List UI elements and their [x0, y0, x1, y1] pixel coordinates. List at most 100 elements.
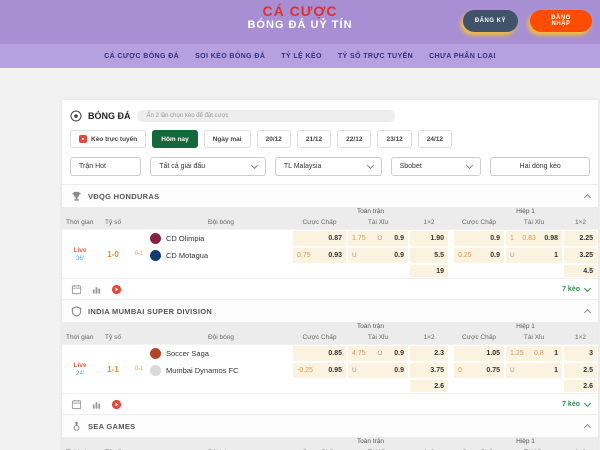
league-header-1[interactable]: INDIA MUMBAI SUPER DIVISION — [62, 299, 598, 322]
overunder-full-cell[interactable]: U 0.9 — [348, 363, 408, 378]
date-tab-1[interactable]: Hôm nay — [152, 130, 198, 148]
odds-token: 19 — [436, 267, 444, 275]
match-row: Live 36' 1-0 0-1 CD Olimpia CD Motagua 0.87 1.7… — [62, 229, 598, 278]
1x2-half-cell[interactable]: 2.25 — [564, 231, 597, 246]
filter-0[interactable]: Trận Hot — [70, 157, 142, 176]
calendar-icon[interactable] — [70, 398, 82, 410]
shield-icon — [70, 305, 82, 317]
logo-line-1: CÁ CƯỢC — [262, 3, 338, 19]
more-odds-label: 7 kèo — [562, 285, 580, 293]
overunder-half-cell[interactable]: 1 0.83 0.98 — [506, 231, 562, 246]
1x2-half-cell[interactable]: 3.25 — [564, 248, 597, 263]
1x2-full-cell[interactable]: 2.3 — [410, 346, 448, 361]
team-logo-icon — [150, 250, 161, 261]
logo-line-2: BÓNG ĐÁ UỶ TÍN — [247, 19, 353, 32]
register-button[interactable]: ĐĂNG KÝ — [462, 10, 518, 32]
medal-icon — [70, 420, 82, 432]
odds-table-head: Toàn trận Hiệp 1 Thời gian Tỷ số Đội bóng Cượ… — [62, 207, 598, 229]
date-tab-0[interactable]: Kèo trực tuyến — [70, 130, 147, 148]
more-odds-link[interactable]: 7 kèo — [562, 399, 592, 408]
handicap-half-cell[interactable]: 0.25 0.9 — [454, 248, 504, 263]
chevron-down-icon — [466, 161, 474, 170]
league-header-2[interactable]: SEA GAMES — [62, 414, 598, 437]
filter-4[interactable]: Hai dòng kèo — [490, 157, 590, 176]
date-tab-6[interactable]: 23/12 — [377, 130, 412, 148]
stream-icon[interactable] — [110, 398, 122, 410]
team-row-1[interactable]: Mumbai Dynamos FC — [150, 362, 292, 379]
overunder-full-cell[interactable]: 4.75 O 0.9 — [348, 346, 408, 361]
col-label: 1×2 — [423, 334, 435, 341]
overunder-full-cell[interactable]: U 0.9 — [348, 248, 408, 263]
nav-link-3[interactable]: TỶ SỐ TRỰC TUYẾN — [337, 52, 414, 60]
stream-icon[interactable] — [110, 283, 122, 295]
col-label: 1×2 — [574, 334, 587, 341]
stats-icon[interactable] — [90, 283, 102, 295]
nav-link-4[interactable]: CHƯA PHÂN LOẠI — [429, 52, 496, 60]
odds-token: 0.9 — [394, 235, 404, 242]
team-name: Soccer Saga — [166, 349, 209, 358]
overunder-half-cell[interactable]: 1.25 0.8 1 — [506, 346, 562, 361]
odds-token: 0.85 — [328, 350, 342, 357]
col-label: Tài Xỉu — [367, 219, 389, 226]
odds-token: 0.9 — [394, 350, 404, 357]
team-name: Mumbai Dynamos FC — [166, 366, 239, 375]
team-row-1[interactable]: CD Motagua — [150, 247, 292, 264]
date-tab-5[interactable]: 22/12 — [337, 130, 372, 148]
main-nav: CÁ CƯỢC BÓNG ĐÁ SOI KÈO BÓNG ĐÁ TỶ LỆ KÈO T… — [0, 44, 600, 68]
handicap-full-cell[interactable]: 0.75 0.93 — [293, 248, 346, 263]
col-label: Tài Xỉu — [367, 334, 389, 341]
date-tab-7[interactable]: 24/12 — [417, 130, 453, 148]
stats-icon[interactable] — [90, 398, 102, 410]
filter-2[interactable]: TL Malaysia — [274, 157, 382, 176]
col-team-label: Đội bóng — [207, 219, 235, 226]
odds-token: O — [377, 350, 383, 357]
nav-link-2[interactable]: TỶ LỆ KÈO — [281, 52, 322, 60]
odds-token: 2.6 — [583, 382, 593, 390]
team-row-0[interactable]: Soccer Saga — [150, 345, 292, 362]
date-tab-4[interactable]: 21/12 — [296, 130, 332, 148]
handicap-half-cell[interactable]: 1.05 — [454, 346, 504, 361]
login-button[interactable]: ĐĂNG NHẬP — [530, 10, 592, 32]
odds-token: 0.9 — [394, 252, 404, 259]
filter-label: Tất cả giải đấu — [159, 163, 206, 170]
1x2-full-cell[interactable]: 3.75 — [410, 363, 448, 378]
odds-token: 0.9 — [490, 235, 500, 242]
1x2-half-cell[interactable]: 2.5 — [564, 363, 597, 378]
1x2-full-cell[interactable]: 1.90 — [410, 231, 448, 246]
odds-token: 5.5 — [434, 252, 444, 259]
handicap-full-cell[interactable]: 0.87 — [293, 231, 346, 246]
1x2-full-draw-cell[interactable]: 2.6 — [410, 380, 448, 392]
odds-token: 4.75 — [352, 350, 366, 357]
league-header-0[interactable]: VĐQG HONDURAS — [62, 184, 598, 207]
nav-link-1[interactable]: SOI KÈO BÓNG ĐÁ — [195, 52, 266, 60]
team-logo-icon — [150, 365, 161, 376]
1x2-half-draw-cell[interactable]: 4.5 — [564, 265, 597, 277]
1x2-full-cell[interactable]: 5.5 — [410, 248, 448, 263]
filter-3[interactable]: Sbobet — [390, 157, 482, 176]
odds-token: 0.95 — [328, 367, 342, 374]
odds-token: 0 — [458, 367, 462, 374]
odds-token: 1.05 — [486, 350, 500, 357]
more-odds-link[interactable]: 7 kèo — [562, 284, 592, 293]
col-label: Tài Xỉu — [523, 334, 545, 341]
odds-token: 1 — [510, 235, 514, 242]
odds-token: 0.9 — [490, 252, 500, 259]
handicap-full-cell[interactable]: -0.25 0.95 — [293, 363, 346, 378]
1x2-half-cell[interactable]: 3 — [564, 346, 597, 361]
overunder-full-cell[interactable]: 1.75 O 0.9 — [348, 231, 408, 246]
date-tab-2[interactable]: Ngày mai — [203, 130, 251, 148]
calendar-icon[interactable] — [70, 283, 82, 295]
handicap-full-cell[interactable]: 0.85 — [293, 346, 346, 361]
1x2-half-draw-cell[interactable]: 2.6 — [564, 380, 597, 392]
filter-1[interactable]: Tất cả giải đấu — [150, 157, 266, 176]
nav-link-0[interactable]: CÁ CƯỢC BÓNG ĐÁ — [104, 52, 180, 60]
date-tab-3[interactable]: 20/12 — [256, 130, 291, 148]
handicap-half-cell[interactable]: 0.9 — [454, 231, 504, 246]
1x2-full-draw-cell[interactable]: 19 — [410, 265, 448, 277]
date-tab-label: Ngày mai — [212, 135, 242, 143]
date-tab-label: 21/12 — [305, 135, 323, 143]
handicap-half-cell[interactable]: 0 0.75 — [454, 363, 504, 378]
team-row-0[interactable]: CD Olimpia — [150, 230, 292, 247]
